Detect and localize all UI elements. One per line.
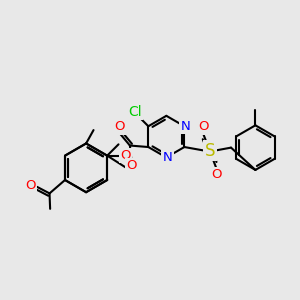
Text: O: O — [211, 168, 221, 181]
Text: O: O — [25, 179, 36, 192]
Text: Cl: Cl — [128, 105, 142, 119]
Text: N: N — [163, 151, 172, 164]
Text: N: N — [181, 120, 190, 133]
Text: O: O — [120, 149, 131, 162]
Text: O: O — [198, 120, 208, 133]
Text: O: O — [127, 159, 137, 172]
Text: S: S — [204, 142, 215, 160]
Text: O: O — [114, 120, 124, 133]
